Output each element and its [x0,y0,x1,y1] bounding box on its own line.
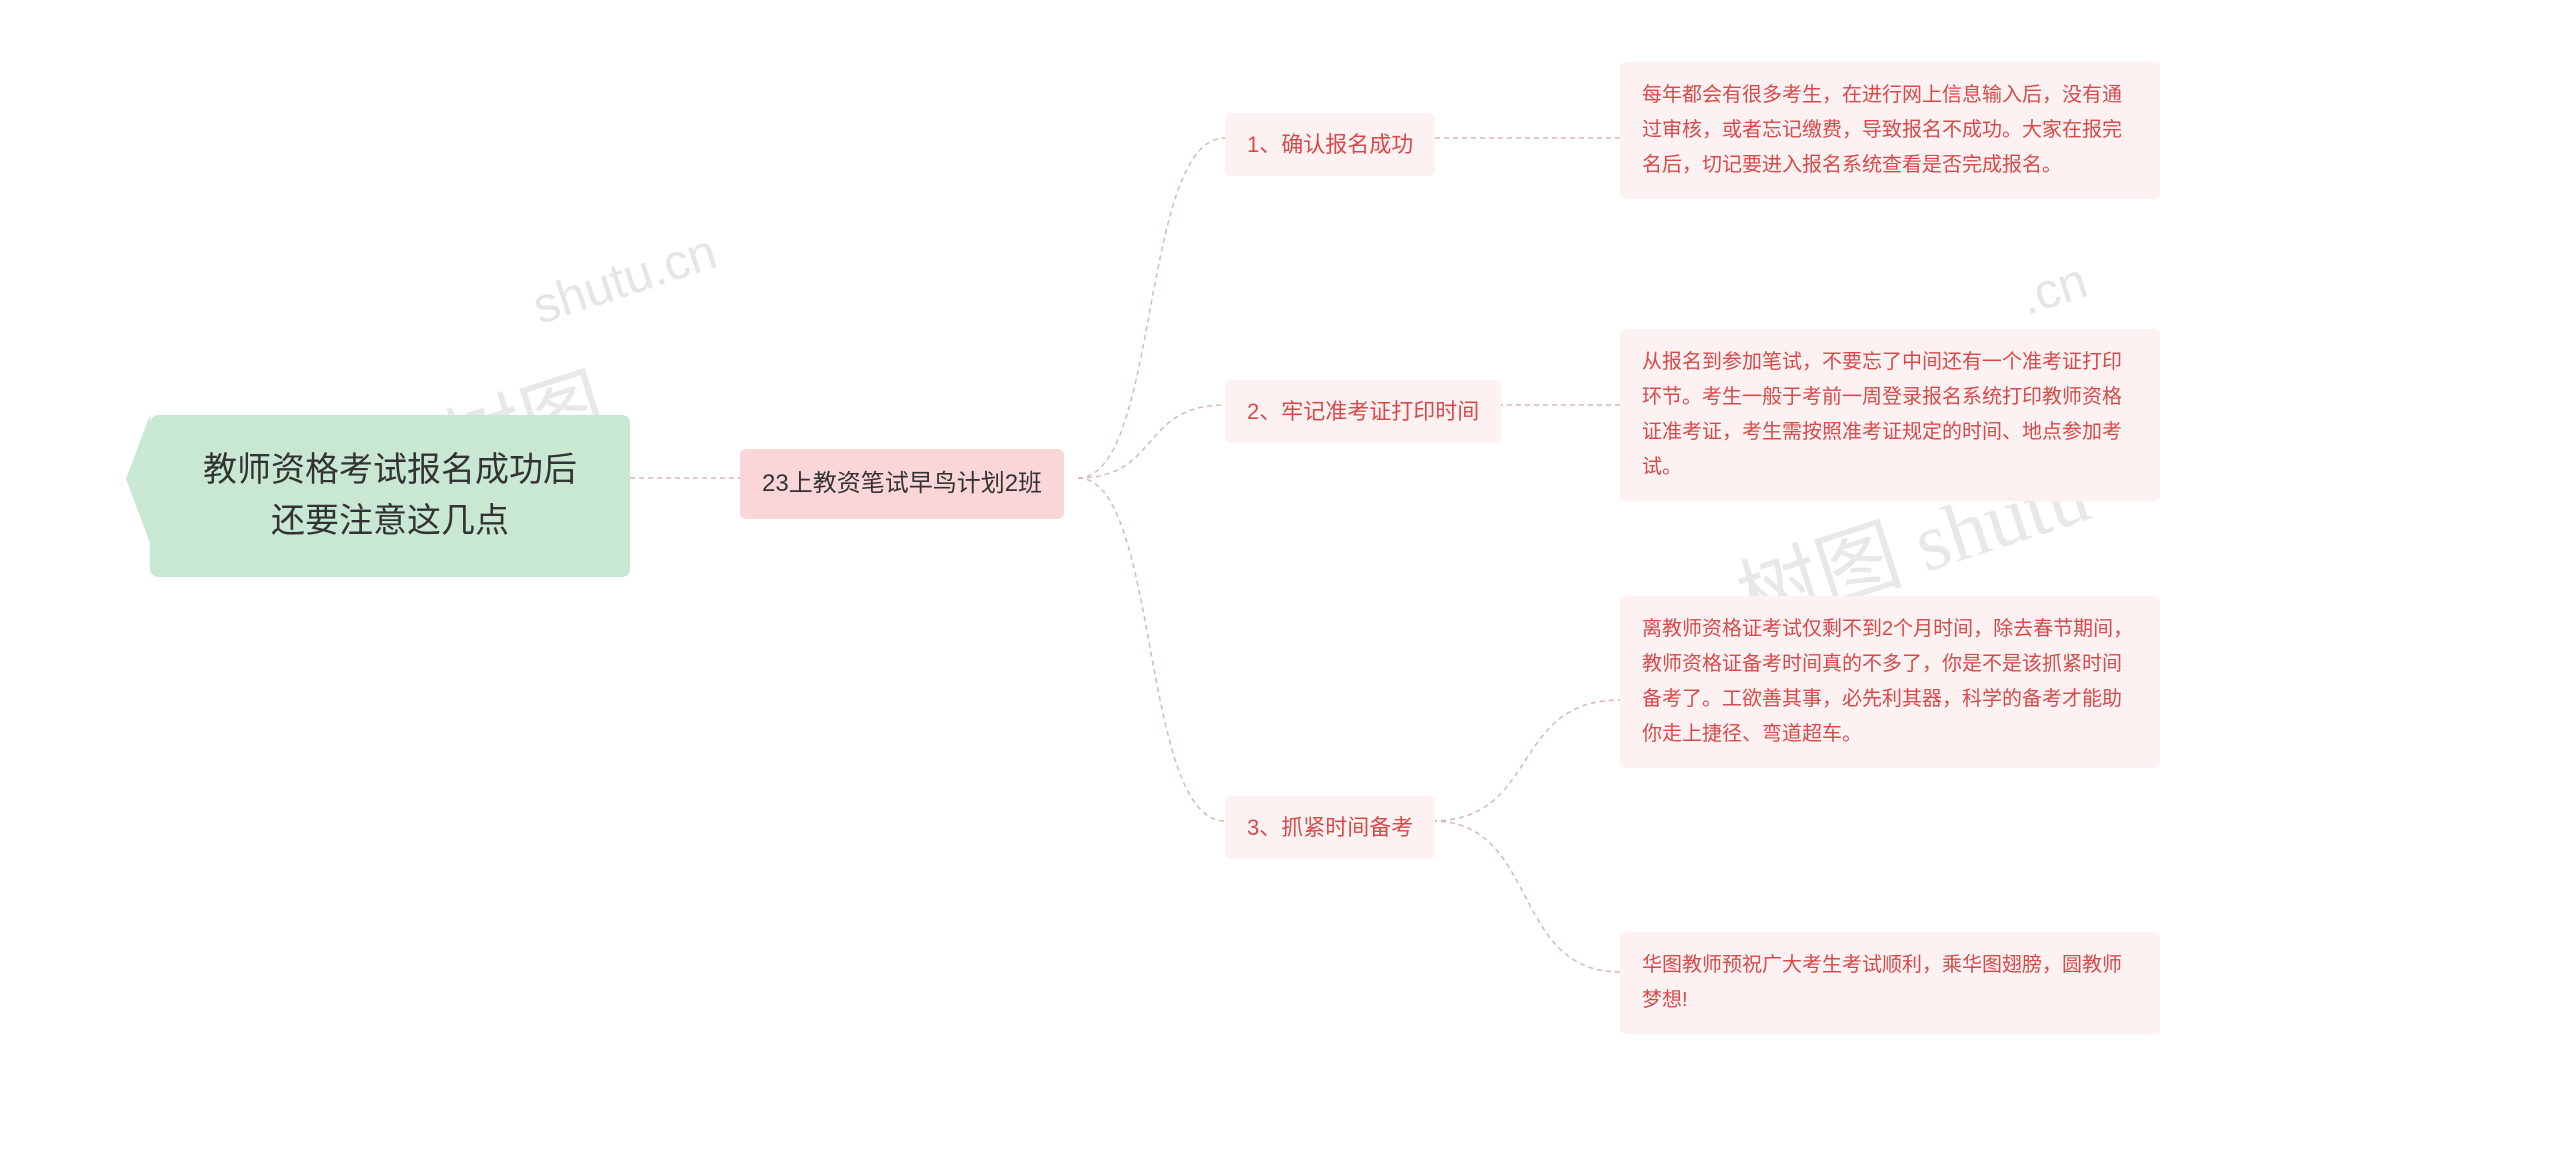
leaf-2-text: 从报名到参加笔试，不要忘了中间还有一个准考证打印环节。考生一般于考前一周登录报名… [1642,351,2122,478]
mindmap-leaf-1[interactable]: 每年都会有很多考生，在进行网上信息输入后，没有通过审核，或者忘记缴费，导致报名不… [1620,62,2160,199]
branch-2-label: 2、牢记准考证打印时间 [1247,399,1479,424]
mindmap-leaf-2[interactable]: 从报名到参加笔试，不要忘了中间还有一个准考证打印环节。考生一般于考前一周登录报名… [1620,329,2160,501]
mindmap-branch-3[interactable]: 3、抓紧时间备考 [1225,796,1435,859]
mindmap-root[interactable]: 教师资格考试报名成功后 还要注意这几点 [150,415,630,577]
mindmap-leaf-4[interactable]: 华图教师预祝广大考生考试顺利，乘华图翅膀，圆教师梦想! [1620,932,2160,1034]
watermark: .cn [2013,251,2094,327]
watermark: shutu.cn [526,222,724,336]
leaf-4-text: 华图教师预祝广大考生考试顺利，乘华图翅膀，圆教师梦想! [1642,954,2122,1011]
mindmap-leaf-3[interactable]: 离教师资格证考试仅剩不到2个月时间，除去春节期间，教师资格证备考时间真的不多了，… [1620,596,2160,768]
branch-3-label: 3、抓紧时间备考 [1247,815,1413,840]
level2-label: 23上教资笔试早鸟计划2班 [762,470,1042,497]
mindmap-branch-1[interactable]: 1、确认报名成功 [1225,113,1435,176]
leaf-1-text: 每年都会有很多考生，在进行网上信息输入后，没有通过审核，或者忘记缴费，导致报名不… [1642,84,2122,176]
root-line1: 教师资格考试报名成功后 [203,451,577,489]
branch-1-label: 1、确认报名成功 [1247,132,1413,157]
leaf-3-text: 离教师资格证考试仅剩不到2个月时间，除去春节期间，教师资格证备考时间真的不多了，… [1642,618,2133,745]
mindmap-level2[interactable]: 23上教资笔试早鸟计划2班 [740,449,1064,519]
root-line2: 还要注意这几点 [271,502,509,540]
mindmap-branch-2[interactable]: 2、牢记准考证打印时间 [1225,380,1501,443]
